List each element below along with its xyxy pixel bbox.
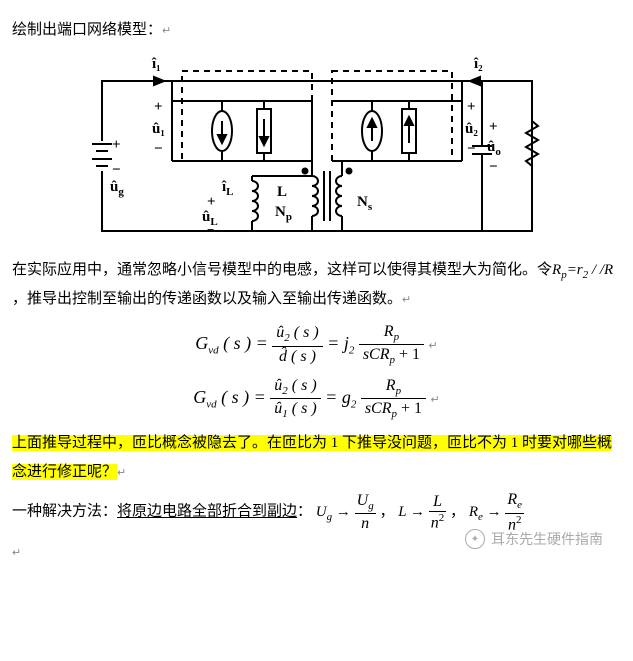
- wechat-icon: ✦: [465, 529, 485, 549]
- underline-text: 将原边电路全部折合到副边: [117, 504, 297, 520]
- svg-text:−: −: [112, 162, 121, 178]
- text: ，推导出控制至输出的传递函数以及输入至输出传递函数。: [12, 291, 402, 307]
- svg-text:−: −: [467, 141, 476, 157]
- equation-gvg: Gvd ( s ) = û2 ( s ) û1 ( s ) = g2 Rp sC…: [12, 376, 621, 422]
- svg-text:Np: Np: [275, 204, 292, 223]
- paragraph-2: 在实际应用中，通常忽略小信号模型中的电感，这样可以使得其模型大为简化。令Rp=r…: [12, 256, 621, 314]
- svg-text:−: −: [207, 222, 214, 237]
- text: 在实际应用中，通常忽略小信号模型中的电感，这样可以使得其模型大为简化。令: [12, 262, 552, 278]
- svg-text:+: +: [112, 137, 121, 153]
- highlight-text: 上面推导过程中，匝比概念被隐去了。在匝比为 1 下推导没问题，匝比不为 1 时要…: [12, 435, 612, 480]
- svg-text:ûg: ûg: [110, 179, 124, 198]
- text: 一种解决方法：: [12, 504, 117, 520]
- highlight-paragraph: 上面推导过程中，匝比概念被隐去了。在匝比为 1 下推导没问题，匝比不为 1 时要…: [12, 429, 621, 486]
- svg-text:−: −: [489, 159, 498, 175]
- svg-text:î₁: î₁: [151, 56, 161, 72]
- svg-text:û₂: û₂: [465, 121, 478, 137]
- svg-text:îL: îL: [221, 179, 234, 198]
- svg-text:î₂: î₂: [473, 56, 483, 72]
- svg-text:+: +: [467, 99, 476, 115]
- text: 绘制出端口网络模型：: [12, 22, 162, 38]
- circuit-diagram: î₁ î₂ + û₁ − + û₂ − + ûg − + ûo − îL + û…: [82, 51, 552, 246]
- svg-text:û₁: û₁: [152, 121, 165, 137]
- svg-text:−: −: [154, 141, 163, 157]
- watermark-text: 耳东先生硬件指南: [491, 526, 603, 553]
- svg-text:L: L: [277, 184, 287, 200]
- watermark: ✦ 耳东先生硬件指南: [465, 526, 603, 553]
- paragraph-1: 绘制出端口网络模型：↵: [12, 16, 621, 45]
- svg-text:+: +: [154, 99, 163, 115]
- svg-text:ûo: ûo: [487, 139, 501, 158]
- svg-text:+: +: [489, 119, 498, 135]
- svg-text:+: +: [207, 194, 216, 210]
- equation-gvd: Gvd ( s ) = û2 ( s ) d̂ ( s ) = j2 Rp sC…: [12, 322, 621, 368]
- svg-text:Ns: Ns: [357, 194, 373, 213]
